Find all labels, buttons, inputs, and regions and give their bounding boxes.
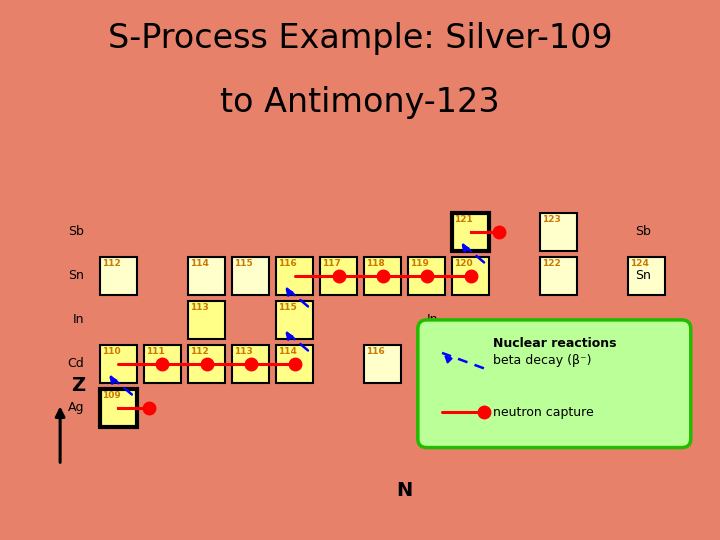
Text: neutron capture: neutron capture <box>492 406 593 419</box>
Text: 115: 115 <box>234 259 253 268</box>
Text: Sn: Sn <box>68 269 84 282</box>
Text: 121: 121 <box>454 215 473 224</box>
Text: 118: 118 <box>366 259 385 268</box>
FancyBboxPatch shape <box>418 320 690 448</box>
Text: 113: 113 <box>234 347 253 356</box>
Text: 117: 117 <box>322 259 341 268</box>
Text: 124: 124 <box>630 259 649 268</box>
Bar <box>540 213 577 251</box>
Bar <box>364 345 401 383</box>
Text: 123: 123 <box>542 215 561 224</box>
Bar <box>100 389 138 427</box>
Text: Cd: Cd <box>459 357 475 370</box>
Text: S-Process Example: Silver-109: S-Process Example: Silver-109 <box>108 22 612 55</box>
Text: Ag: Ag <box>68 401 84 414</box>
Bar <box>540 257 577 295</box>
Text: In: In <box>427 313 438 326</box>
Text: 122: 122 <box>542 259 561 268</box>
Bar <box>452 257 490 295</box>
Text: 112: 112 <box>190 347 209 356</box>
Text: 111: 111 <box>146 347 165 356</box>
Text: Cd: Cd <box>68 357 84 370</box>
Bar <box>188 345 225 383</box>
Text: Z: Z <box>71 376 85 395</box>
Text: Sb: Sb <box>68 225 84 238</box>
Text: 115: 115 <box>278 303 297 312</box>
Text: 116: 116 <box>278 259 297 268</box>
Text: 114: 114 <box>278 347 297 356</box>
Bar <box>100 257 138 295</box>
Bar <box>188 301 225 339</box>
Bar <box>188 257 225 295</box>
Bar <box>100 345 138 383</box>
Text: N: N <box>397 481 413 500</box>
Bar <box>628 257 665 295</box>
Bar <box>452 213 490 251</box>
Text: Sn: Sn <box>634 269 651 282</box>
Bar <box>276 257 313 295</box>
Text: 114: 114 <box>190 259 209 268</box>
Text: beta decay (β⁻): beta decay (β⁻) <box>492 354 591 367</box>
Bar <box>232 257 269 295</box>
Text: 109: 109 <box>102 392 121 401</box>
Text: 112: 112 <box>102 259 121 268</box>
Bar <box>232 345 269 383</box>
Text: 110: 110 <box>102 347 120 356</box>
Text: 116: 116 <box>366 347 385 356</box>
Text: Nuclear reactions: Nuclear reactions <box>492 336 616 349</box>
Text: 120: 120 <box>454 259 473 268</box>
Text: In: In <box>73 313 84 326</box>
Bar <box>364 257 401 295</box>
Text: 119: 119 <box>410 259 429 268</box>
Bar <box>144 345 181 383</box>
Text: 113: 113 <box>190 303 209 312</box>
Text: to Antimony-123: to Antimony-123 <box>220 86 500 119</box>
Bar <box>276 301 313 339</box>
Bar <box>408 257 446 295</box>
Text: Sb: Sb <box>634 225 651 238</box>
Bar <box>276 345 313 383</box>
Bar <box>320 257 357 295</box>
